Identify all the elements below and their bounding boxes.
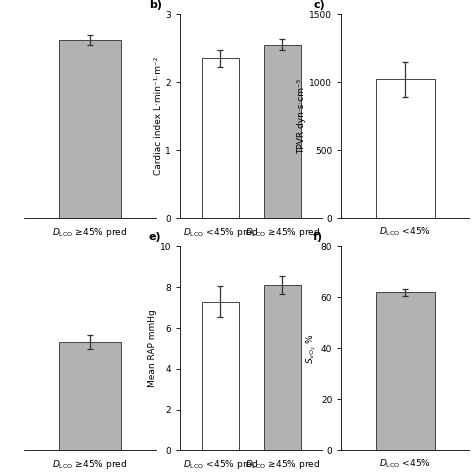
- Y-axis label: Cardiac index L·min⁻¹·m⁻²: Cardiac index L·min⁻¹·m⁻²: [154, 57, 163, 175]
- Text: b): b): [149, 0, 162, 10]
- Bar: [59, 342, 121, 450]
- Text: f): f): [313, 232, 323, 242]
- Bar: [202, 58, 239, 218]
- Y-axis label: Mean RAP mmHg: Mean RAP mmHg: [148, 310, 157, 387]
- Bar: [376, 292, 435, 450]
- Bar: [202, 301, 239, 450]
- Y-axis label: TPVR dyn·s·cm⁻⁵: TPVR dyn·s·cm⁻⁵: [298, 78, 307, 154]
- Text: e): e): [149, 232, 162, 242]
- Bar: [376, 80, 435, 218]
- Bar: [59, 40, 121, 218]
- Text: c): c): [313, 0, 325, 10]
- Bar: [264, 45, 301, 218]
- Bar: [264, 285, 301, 450]
- Y-axis label: $S_{\mathrm{vO}_2}$ %: $S_{\mathrm{vO}_2}$ %: [304, 333, 318, 364]
